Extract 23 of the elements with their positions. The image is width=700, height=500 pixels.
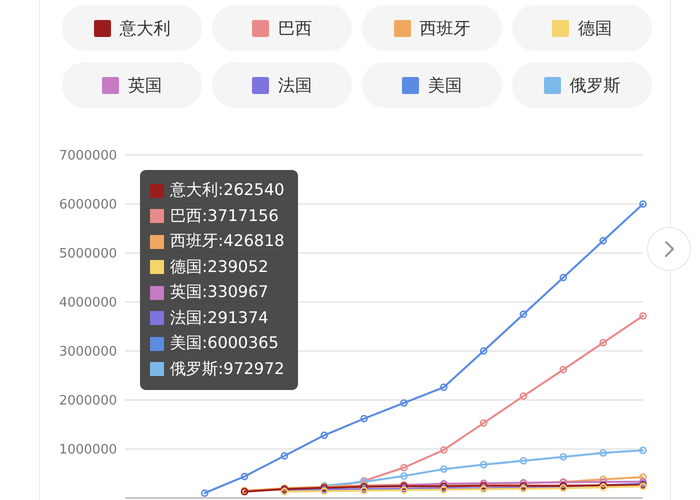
- annotation: 法国:291374: [170, 308, 268, 329]
- annotation: 俄罗斯:972972: [170, 358, 284, 380]
- legend-label: 法国: [278, 74, 312, 96]
- legend-label: 德国: [578, 18, 612, 40]
- y-tick-label: 1000000: [59, 442, 117, 458]
- annotation: 巴西:3717156: [170, 206, 279, 227]
- legend-label: 俄罗斯: [570, 74, 620, 96]
- annotation: 美国:6000365: [170, 333, 279, 354]
- legend-label: 意大利: [120, 18, 170, 40]
- y-tick-label: 2000000: [59, 394, 117, 409]
- y-tick-label: 6000000: [59, 198, 117, 213]
- annotation: 意大利:262540: [170, 180, 284, 202]
- annotation: 德国:239052: [170, 256, 268, 278]
- legend-label: 英国: [128, 74, 162, 96]
- y-tick-label: 5000000: [59, 246, 117, 262]
- legend-label: 美国: [428, 74, 462, 96]
- annotation: 西班牙:426818: [170, 231, 284, 252]
- y-tick-label: 3000000: [59, 344, 117, 360]
- legend-label: 巴西: [278, 18, 312, 40]
- annotation: 英国:330967: [170, 282, 268, 304]
- y-tick-label: 7000000: [59, 148, 117, 164]
- legend-label: 西班牙: [420, 18, 470, 40]
- y-tick-label: 4000000: [59, 296, 117, 311]
